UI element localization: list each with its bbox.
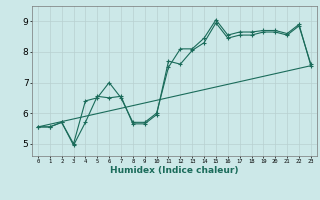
X-axis label: Humidex (Indice chaleur): Humidex (Indice chaleur) (110, 166, 239, 175)
